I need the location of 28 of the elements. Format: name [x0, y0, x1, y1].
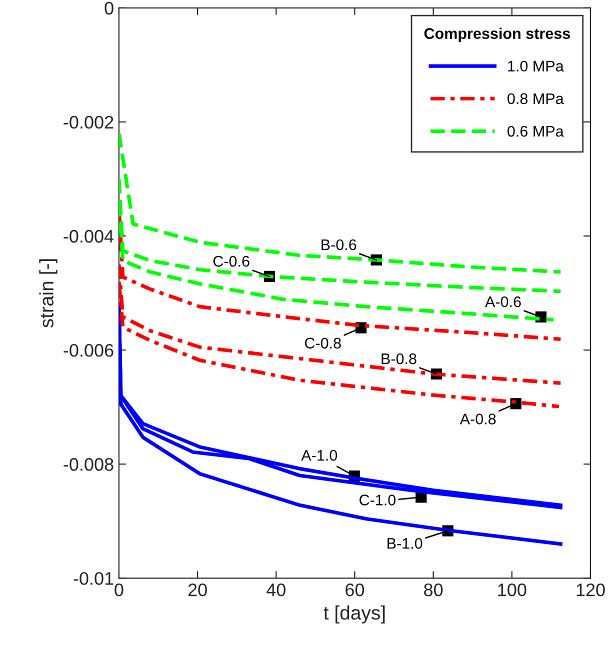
- y-tick-label: -0.004: [64, 230, 114, 243]
- annotation: A-1.0: [301, 450, 338, 461]
- x-tick-label: 0: [114, 584, 124, 596]
- x-tick-label: 60: [346, 584, 364, 596]
- y-axis-title: strain [-]: [39, 259, 58, 328]
- y-tick-label: -0.006: [64, 344, 114, 357]
- legend-label: 0.6 MPa: [508, 126, 564, 137]
- annotation: C-0.6: [213, 256, 250, 267]
- annotation: B-0.8: [382, 353, 416, 364]
- annotation: B-1.0: [388, 538, 422, 549]
- x-tick-label: 20: [188, 584, 207, 596]
- y-tick-label: -0.008: [64, 458, 114, 471]
- x-tick-label: 40: [266, 584, 286, 596]
- annotation: C-1.0: [360, 494, 396, 506]
- y-tick-label: 0: [104, 2, 114, 15]
- y-tick-label: -0.002: [64, 116, 114, 129]
- x-tick-label: 100: [498, 584, 526, 596]
- x-axis-title: t [days]: [324, 605, 385, 624]
- legend-title: Compression stress: [424, 28, 570, 42]
- annotation: A-0.6: [485, 296, 521, 308]
- annotation: B-0.6: [322, 239, 356, 250]
- legend-label: 0.8 MPa: [508, 93, 564, 104]
- legend-label: 1.0 MPa: [508, 60, 564, 72]
- annotation: A-0.8: [460, 414, 496, 424]
- y-tick-label: -0.01: [74, 572, 114, 585]
- x-tick-label: 80: [424, 584, 443, 596]
- annotation: C-0.8: [304, 338, 341, 349]
- x-tick-label: 120: [576, 584, 605, 596]
